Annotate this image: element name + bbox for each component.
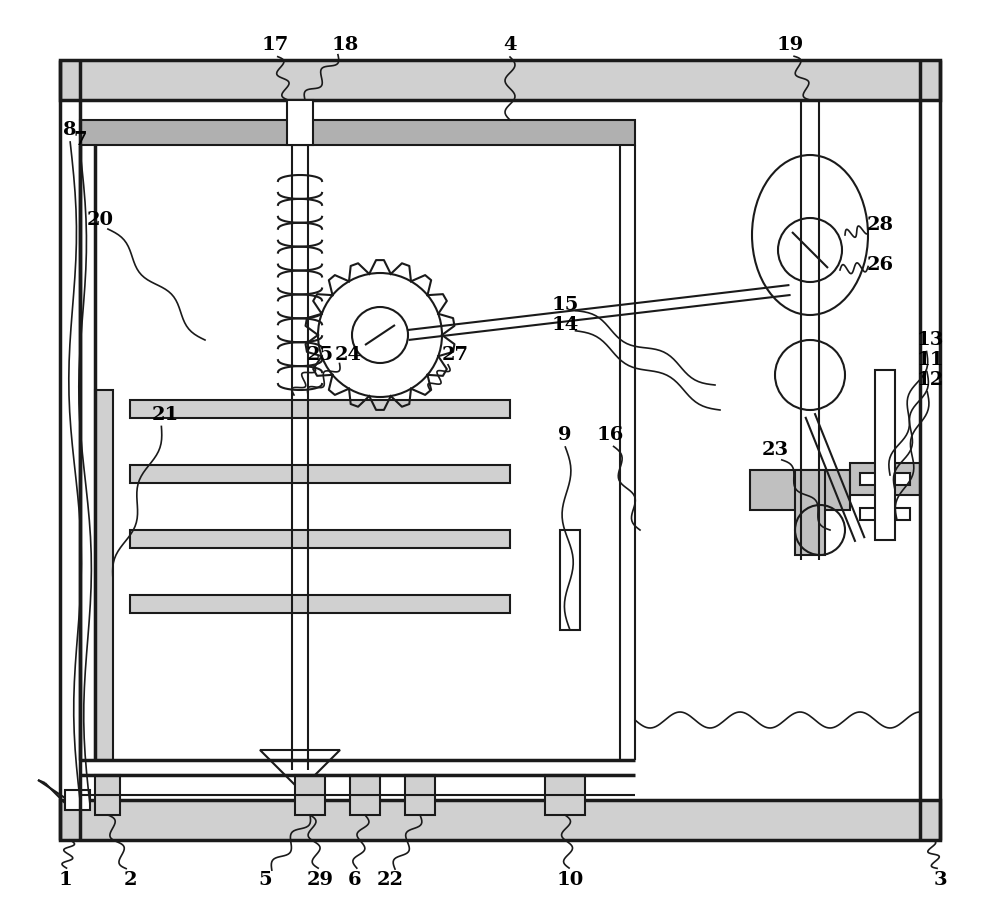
Text: 28: 28 xyxy=(866,216,894,234)
Text: 24: 24 xyxy=(334,346,362,364)
Text: 10: 10 xyxy=(556,871,584,889)
Bar xyxy=(850,463,920,495)
Text: 23: 23 xyxy=(761,441,789,459)
Text: 14: 14 xyxy=(551,316,579,334)
Bar xyxy=(295,775,325,815)
Text: 12: 12 xyxy=(916,371,944,389)
Bar xyxy=(130,400,510,418)
Bar xyxy=(95,390,113,760)
Text: 13: 13 xyxy=(916,331,944,349)
Text: 7: 7 xyxy=(73,131,87,149)
Bar xyxy=(350,775,380,815)
Bar xyxy=(545,775,585,815)
Text: 26: 26 xyxy=(866,256,894,274)
Text: 18: 18 xyxy=(331,36,359,54)
Text: 22: 22 xyxy=(376,871,404,889)
Text: 9: 9 xyxy=(558,426,572,444)
Bar xyxy=(65,790,90,810)
Bar xyxy=(95,775,120,815)
Text: 21: 21 xyxy=(151,406,179,424)
Text: 27: 27 xyxy=(442,346,468,364)
Bar xyxy=(875,370,895,540)
Bar xyxy=(130,465,510,483)
Text: 11: 11 xyxy=(916,351,944,369)
Text: 17: 17 xyxy=(261,36,289,54)
Text: 15: 15 xyxy=(551,296,579,314)
Text: 6: 6 xyxy=(348,871,362,889)
Bar xyxy=(60,60,940,100)
Text: 16: 16 xyxy=(596,426,624,444)
Text: 4: 4 xyxy=(503,36,517,54)
Bar xyxy=(60,800,940,840)
Bar xyxy=(860,473,910,485)
Bar xyxy=(130,530,510,548)
Bar xyxy=(287,100,313,145)
Text: 20: 20 xyxy=(87,211,114,229)
Bar xyxy=(795,470,825,555)
Bar xyxy=(750,470,850,510)
Bar xyxy=(130,595,510,613)
Bar xyxy=(80,120,635,145)
Text: 5: 5 xyxy=(258,871,272,889)
Text: 8: 8 xyxy=(63,121,77,139)
Text: 3: 3 xyxy=(933,871,947,889)
Text: 29: 29 xyxy=(306,871,334,889)
Text: 25: 25 xyxy=(306,346,334,364)
Bar xyxy=(560,530,580,630)
Text: 19: 19 xyxy=(776,36,804,54)
Bar xyxy=(405,775,435,815)
Bar xyxy=(860,508,910,520)
Text: 1: 1 xyxy=(58,871,72,889)
Text: 2: 2 xyxy=(123,871,137,889)
